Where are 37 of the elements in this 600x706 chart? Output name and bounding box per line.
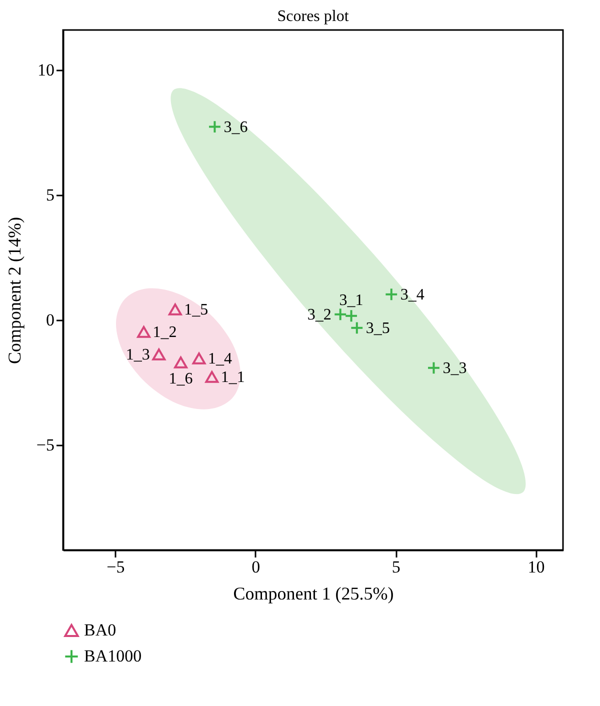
point — [168, 303, 182, 316]
x-tick-label: −5 — [106, 558, 125, 576]
data-label: 1_1 — [220, 368, 245, 386]
point — [205, 370, 219, 383]
point — [174, 356, 188, 368]
data-label: 3_4 — [400, 286, 424, 304]
data-label: 1_6 — [168, 370, 193, 388]
x-tick-label: 10 — [528, 558, 545, 576]
y-tick-label: 10 — [38, 60, 54, 80]
data-label: 1_5 — [184, 301, 208, 318]
y-tick-label: 0 — [46, 310, 54, 330]
point — [350, 321, 364, 335]
data-label: 3_3 — [442, 360, 467, 377]
data-label: 1_2 — [152, 324, 177, 341]
y-axis-title: Component 2 (14%) — [4, 217, 24, 364]
point — [427, 361, 440, 375]
data-label: 3_6 — [224, 118, 248, 136]
point — [152, 348, 166, 360]
legend-label: BA1000 — [84, 646, 142, 666]
data-label: 1_3 — [126, 346, 150, 364]
data-label: 3_5 — [366, 320, 390, 337]
data-label: 3_1 — [339, 292, 364, 309]
point — [344, 309, 358, 323]
legend-label: BA0 — [84, 620, 116, 640]
point — [384, 288, 398, 302]
data-label: 1_4 — [208, 350, 232, 368]
point — [334, 308, 348, 322]
x-axis-title: Component 1 (25.5%) — [233, 584, 394, 604]
chart-title: Scores plot — [277, 8, 350, 25]
y-tick-label: −5 — [36, 436, 54, 455]
data-label: 3_2 — [307, 306, 332, 324]
x-tick-label: 5 — [392, 558, 400, 576]
point — [208, 120, 222, 134]
x-tick-label: 0 — [252, 558, 260, 576]
point — [137, 326, 150, 338]
point — [192, 352, 206, 364]
y-tick-label: 5 — [46, 186, 54, 205]
